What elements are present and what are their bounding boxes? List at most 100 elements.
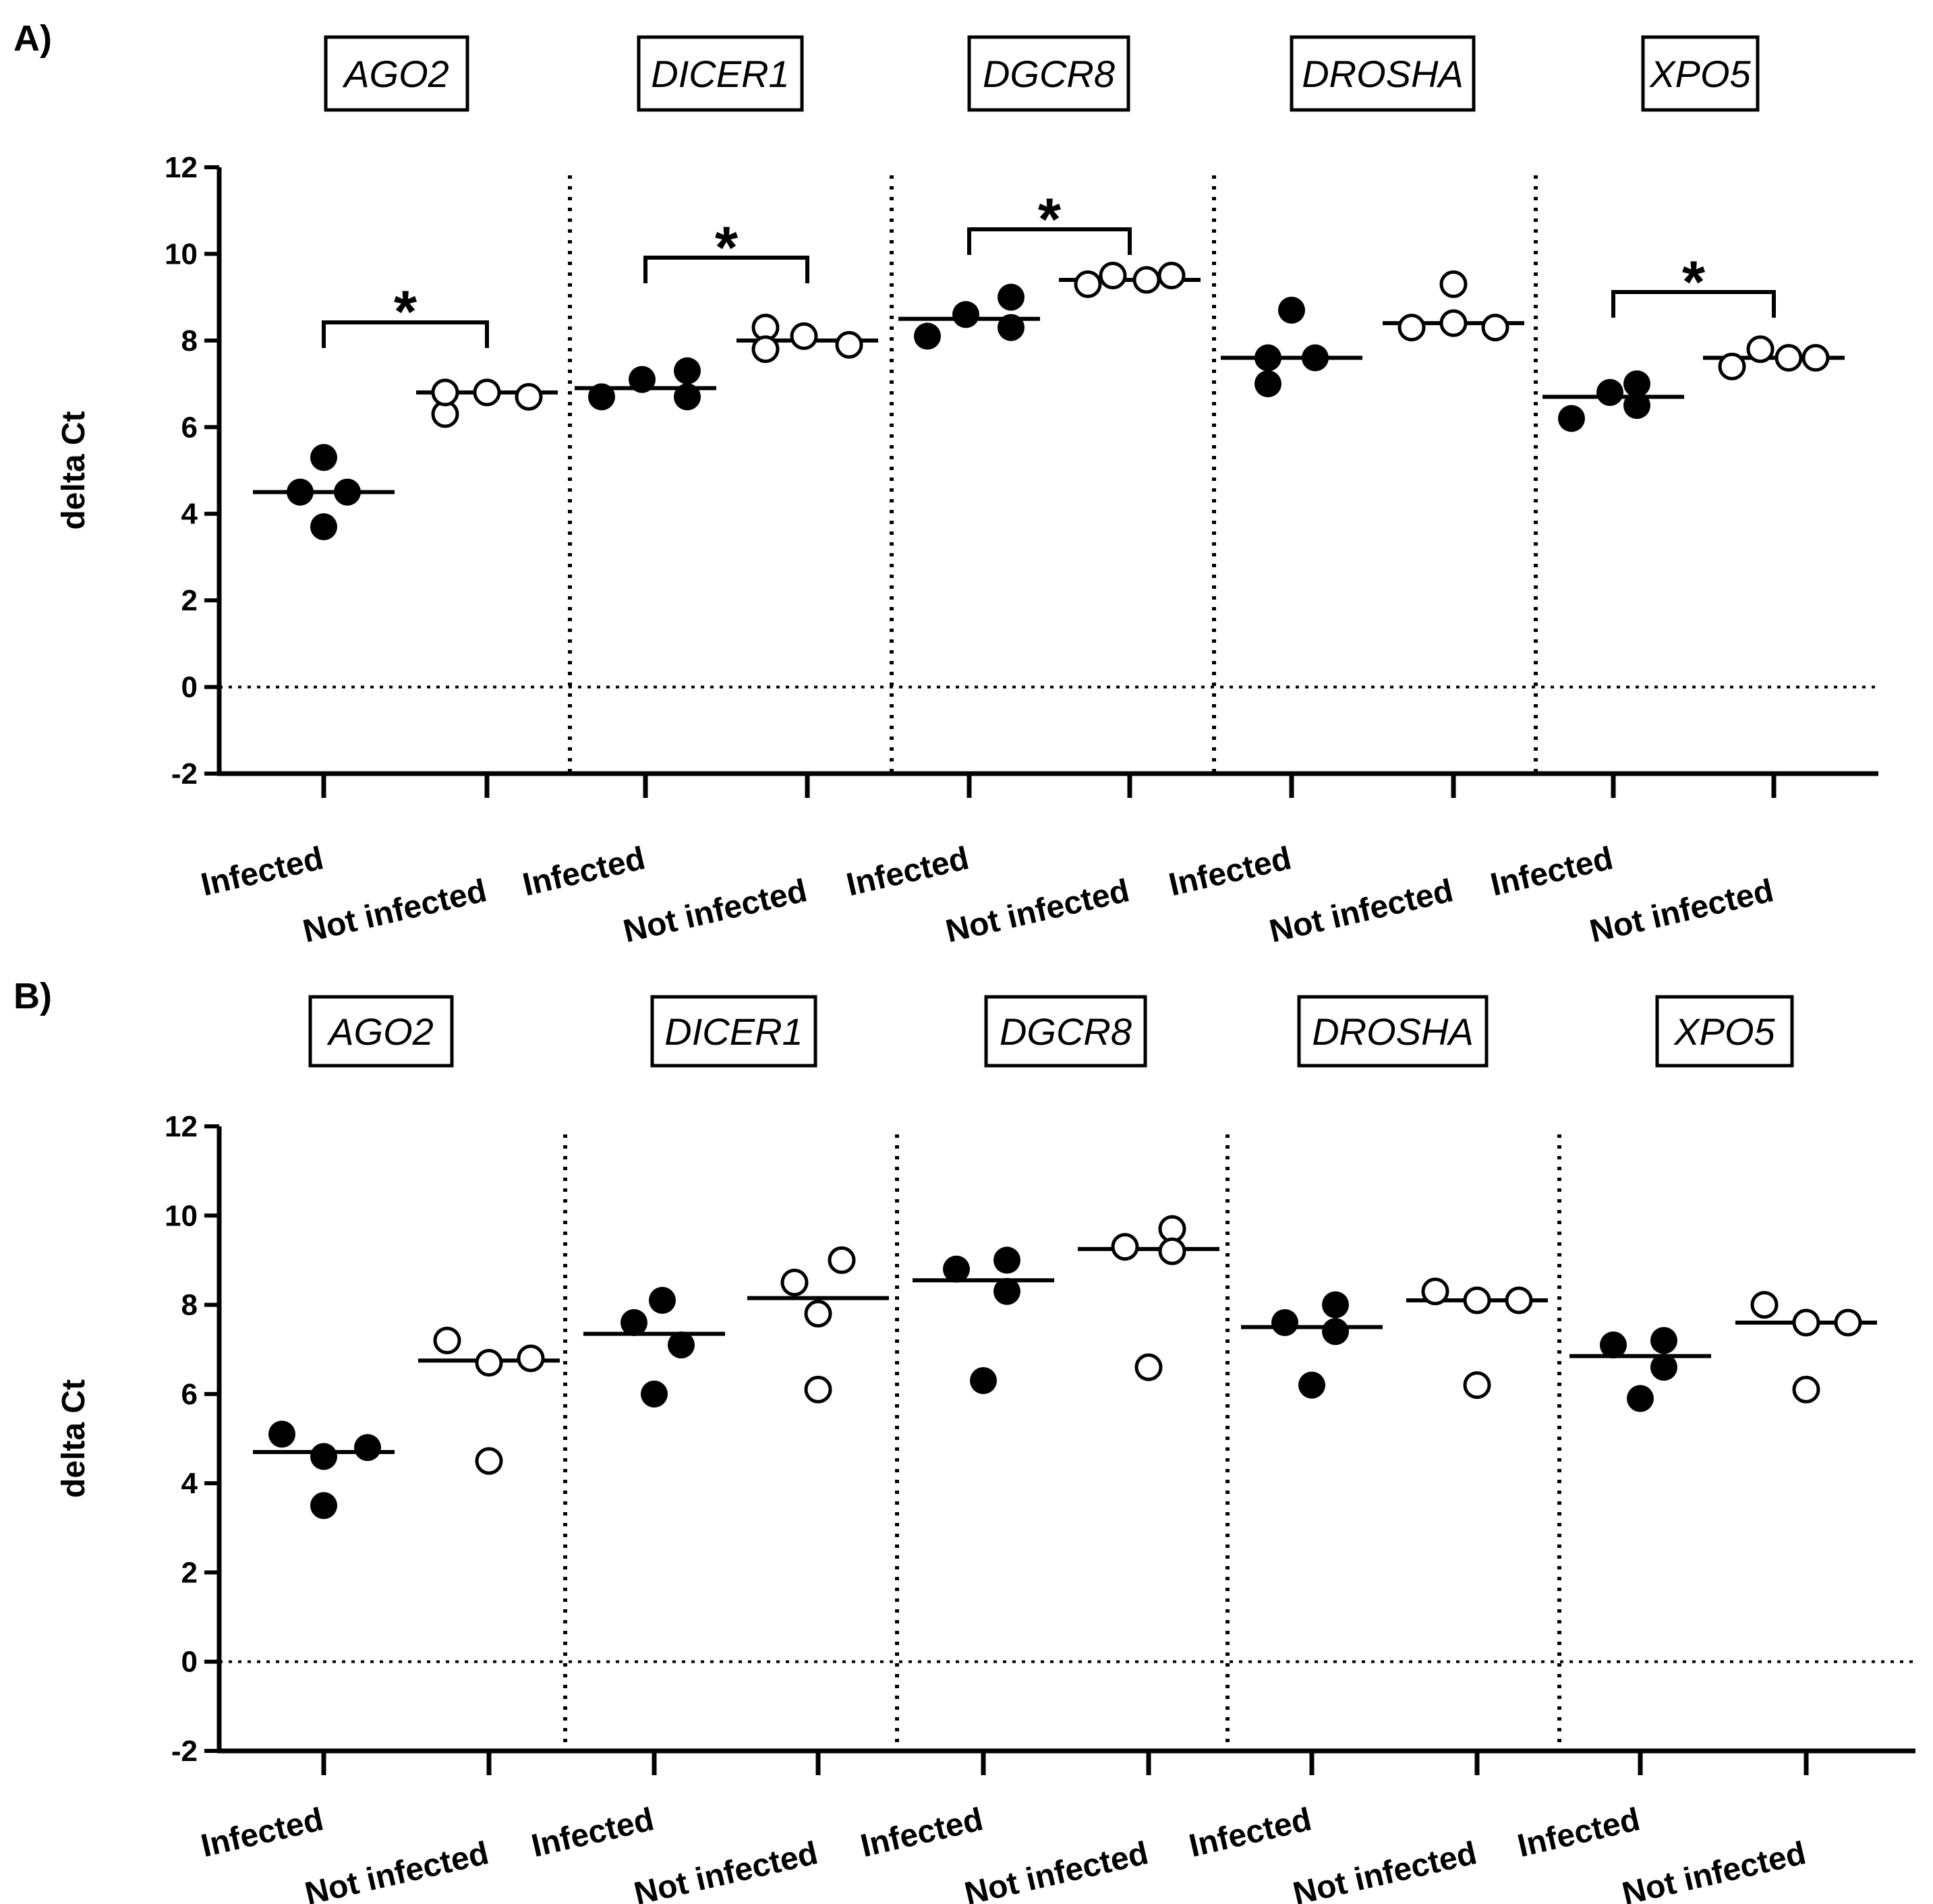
category-label-infected: Infected <box>1514 1801 1643 1864</box>
data-point-not-infected <box>433 1326 461 1354</box>
data-point-infected <box>1298 1371 1325 1399</box>
y-tick-label: 2 <box>181 584 198 617</box>
data-point-not-infected <box>1397 314 1426 342</box>
gene-title-box <box>1641 35 1760 112</box>
significance-bracket <box>967 227 1132 255</box>
data-point-not-infected <box>1801 344 1830 372</box>
data-point-infected <box>287 478 314 506</box>
significance-bracket <box>322 320 489 348</box>
data-point-infected <box>1600 1331 1627 1359</box>
data-point-not-infected <box>431 378 459 407</box>
y-tick-label: -2 <box>171 757 198 790</box>
category-label-infected: Infected <box>528 1801 657 1864</box>
data-point-not-infected <box>1463 1371 1491 1400</box>
data-point-infected <box>998 314 1025 341</box>
data-point-not-infected <box>804 1375 832 1404</box>
data-point-not-infected <box>790 322 818 350</box>
category-label-infected: Infected <box>198 1801 326 1864</box>
gene-title-box <box>984 995 1147 1068</box>
data-point-infected <box>674 357 701 384</box>
category-label-not-infected: Not infected <box>1619 1835 1809 1904</box>
data-point-infected <box>1623 392 1650 420</box>
data-point-not-infected <box>1111 1233 1139 1261</box>
data-point-infected <box>993 1277 1020 1305</box>
data-point-not-infected <box>1439 309 1468 337</box>
category-label-infected: Infected <box>1165 840 1294 903</box>
y-tick-label: 6 <box>181 411 198 444</box>
category-label-not-infected: Not infected <box>942 873 1132 950</box>
data-point-infected <box>1254 370 1281 398</box>
y-tick-label: 8 <box>181 1289 198 1322</box>
data-point-not-infected <box>804 1300 832 1328</box>
data-point-infected <box>993 1246 1020 1274</box>
data-point-not-infected <box>517 1344 545 1373</box>
gene-title-box <box>637 35 804 112</box>
gene-title: DGCR8 <box>1000 1010 1132 1053</box>
gene-title: DICER1 <box>651 53 789 95</box>
gene-title: AGO2 <box>342 53 449 95</box>
y-tick-label: 0 <box>181 1646 198 1679</box>
y-tick-label: 10 <box>165 1199 198 1232</box>
category-label-infected: Infected <box>1186 1801 1315 1864</box>
data-point-infected <box>970 1367 997 1395</box>
data-point-infected <box>268 1420 295 1448</box>
category-label-not-infected: Not infected <box>1586 873 1777 950</box>
data-point-infected <box>1558 405 1585 432</box>
data-point-infected <box>334 478 361 506</box>
y-tick-label: 2 <box>181 1556 198 1589</box>
category-label-infected: Infected <box>843 840 972 903</box>
gene-title-box <box>308 995 454 1068</box>
data-point-infected <box>1271 1309 1298 1337</box>
data-point-not-infected <box>1505 1286 1533 1315</box>
data-point-infected <box>1278 296 1305 324</box>
gene-title-box <box>1655 995 1794 1068</box>
y-tick-label: 8 <box>181 324 198 357</box>
data-point-infected <box>310 1492 337 1520</box>
data-point-infected <box>1254 344 1281 372</box>
gene-title: DGCR8 <box>983 53 1115 95</box>
gene-title-box <box>324 35 469 112</box>
data-point-not-infected <box>1481 314 1509 342</box>
data-point-infected <box>649 1286 676 1314</box>
data-point-infected <box>914 322 941 350</box>
category-label-not-infected: Not infected <box>1290 1835 1480 1904</box>
significance-bracket <box>1611 290 1776 318</box>
data-point-infected <box>310 444 337 471</box>
data-point-not-infected <box>1834 1308 1862 1337</box>
gene-title: DICER1 <box>664 1010 803 1053</box>
data-point-infected <box>1627 1385 1654 1412</box>
data-point-not-infected <box>751 335 780 364</box>
data-point-not-infected <box>1750 1291 1779 1319</box>
y-axis-label: delta Ct <box>56 411 92 529</box>
data-point-not-infected <box>1463 1286 1491 1315</box>
gene-title: XPO5 <box>1673 1010 1775 1053</box>
data-point-not-infected <box>835 330 863 359</box>
gene-title: AGO2 <box>326 1010 434 1053</box>
significance-star: * <box>394 278 417 345</box>
data-point-infected <box>1650 1327 1677 1354</box>
gene-title: DROSHA <box>1302 53 1464 95</box>
data-point-not-infected <box>1158 1237 1186 1265</box>
data-point-infected <box>641 1380 668 1408</box>
gene-title: XPO5 <box>1648 53 1751 95</box>
gene-title-box <box>1290 35 1476 112</box>
category-label-not-infected: Not infected <box>301 1835 492 1904</box>
data-point-not-infected <box>1718 352 1746 380</box>
data-point-infected <box>1302 344 1329 372</box>
panel-label: A) <box>13 18 52 59</box>
data-point-not-infected <box>1099 262 1127 290</box>
y-tick-label: 6 <box>181 1378 198 1411</box>
data-point-infected <box>998 283 1025 311</box>
data-point-infected <box>943 1255 970 1283</box>
y-tick-label: 0 <box>181 671 198 704</box>
